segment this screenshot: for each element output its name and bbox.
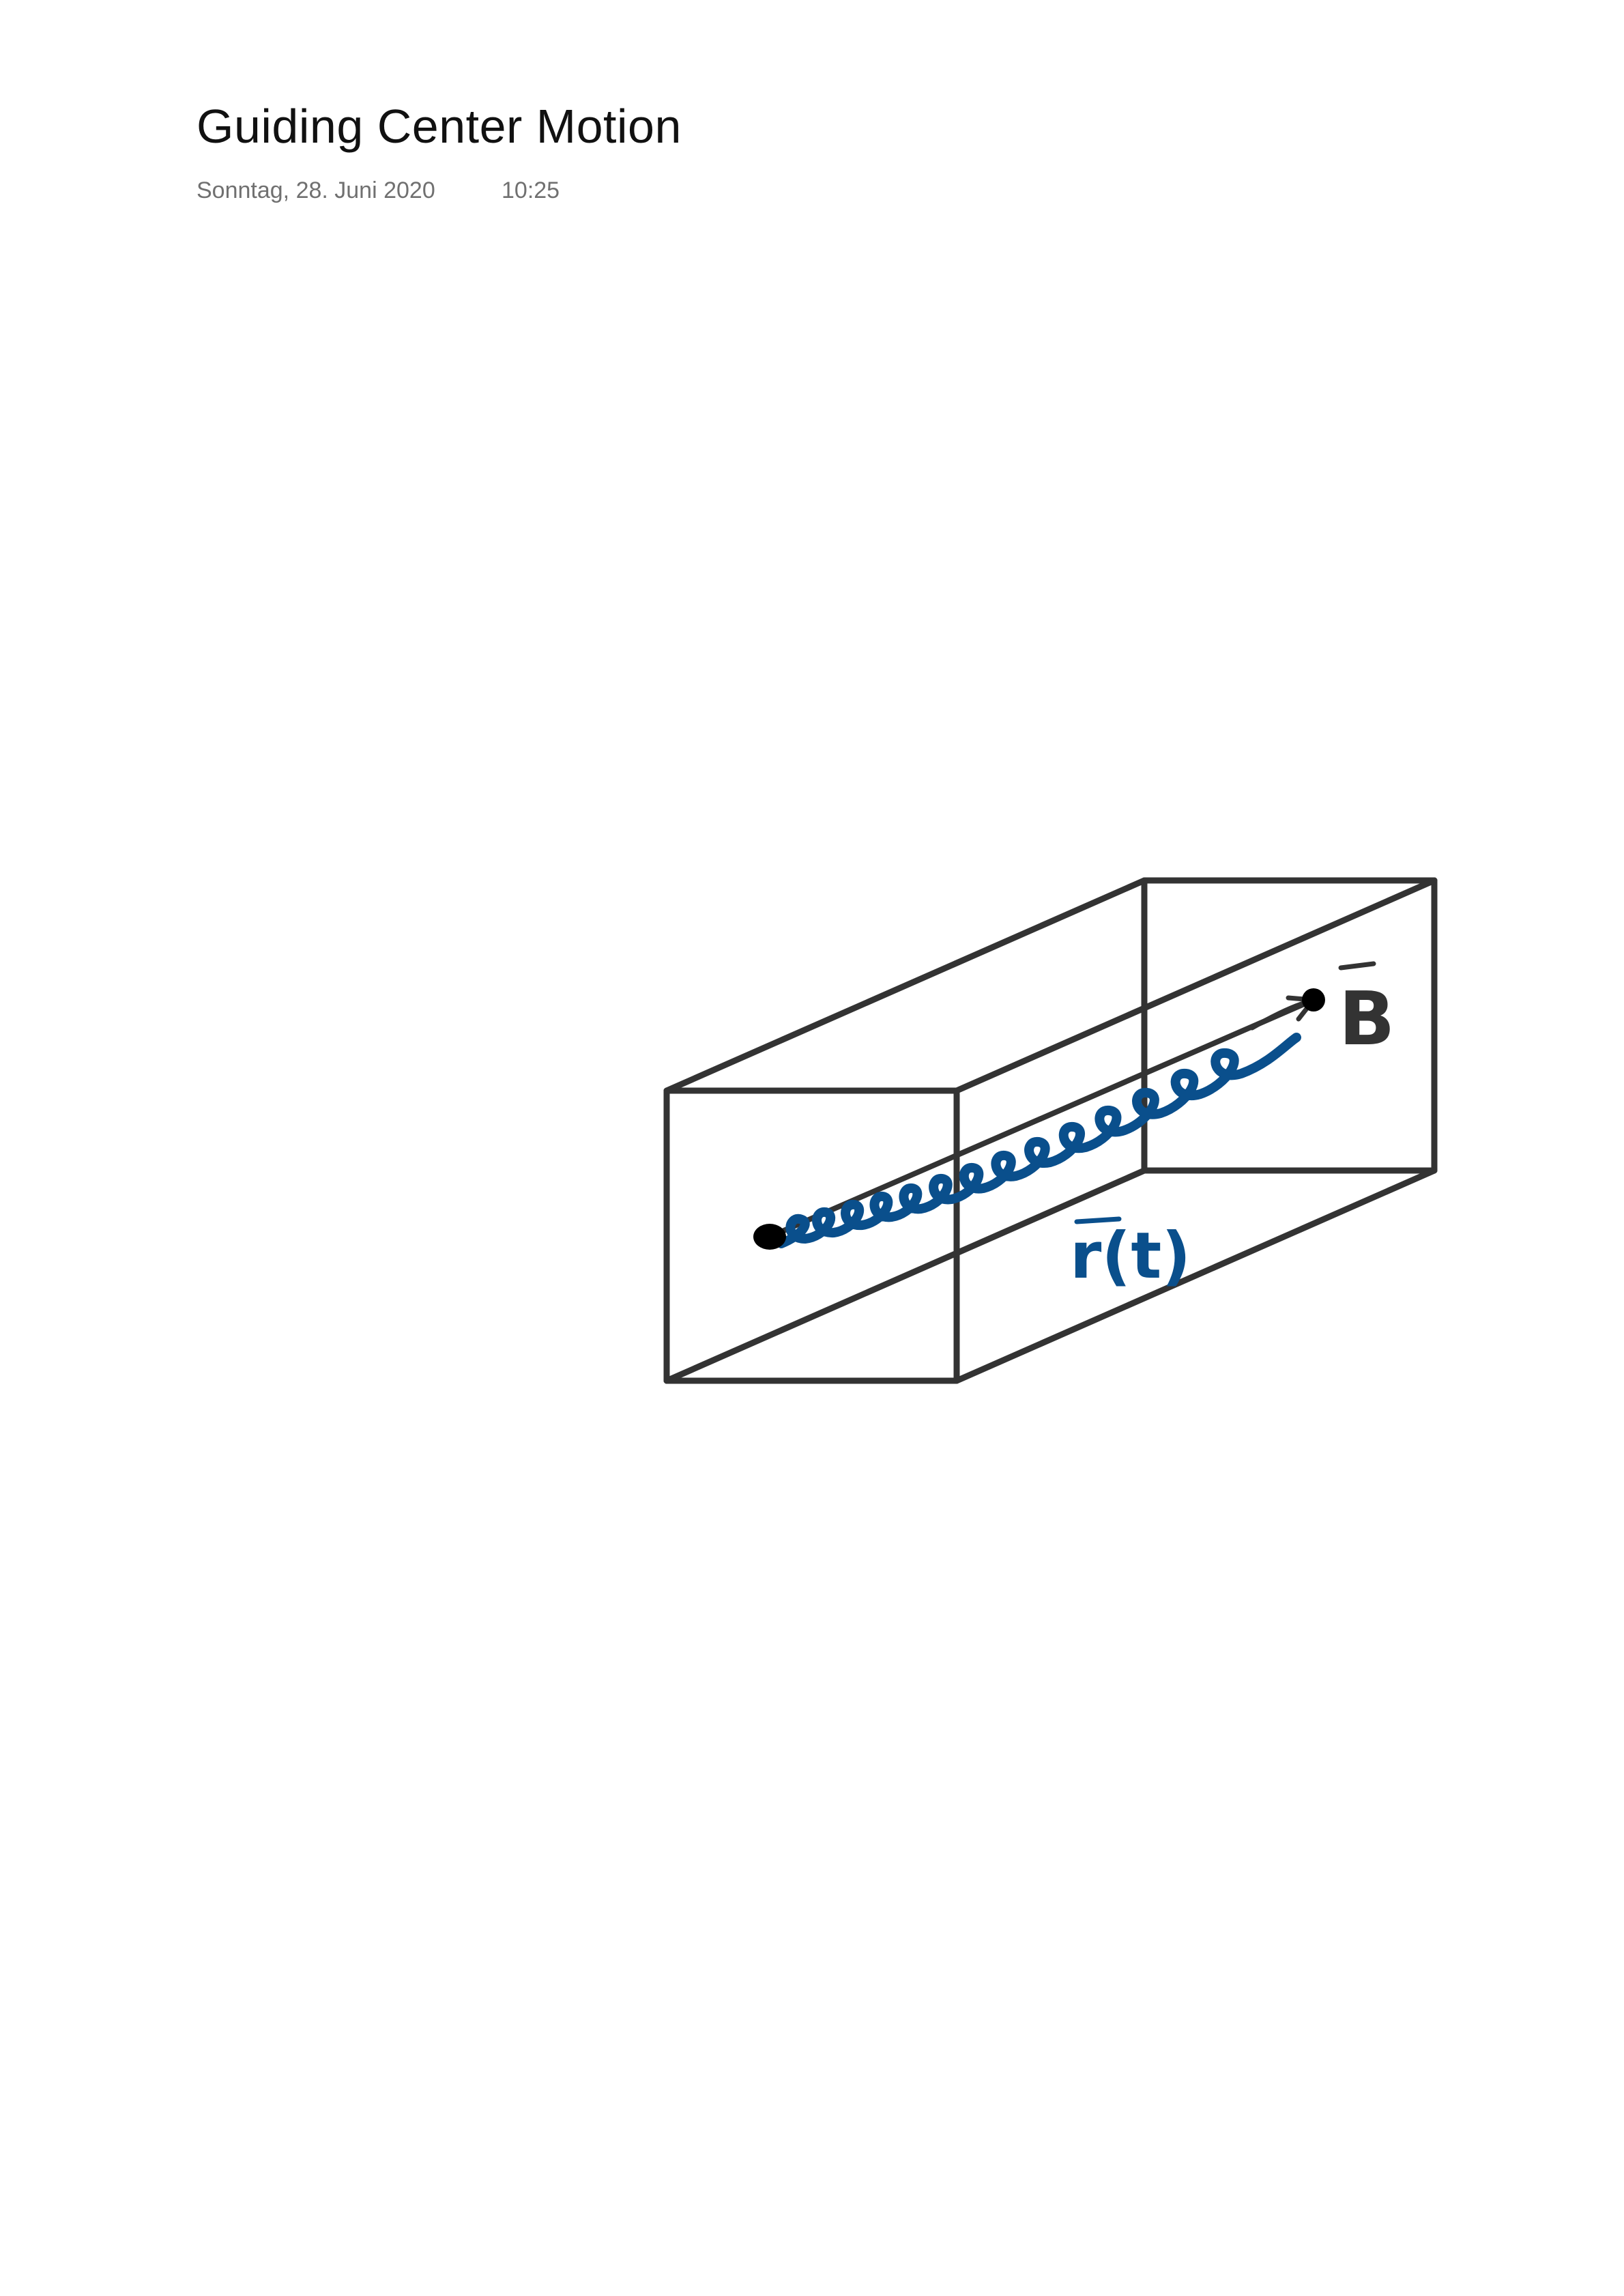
helix-trajectory [777,1033,1301,1248]
page-meta: Sonntag, 28. Juni 2020 10:25 [197,177,560,203]
box-back-face [1141,877,1438,1174]
box-front-face [663,1087,960,1384]
field-end-point [1302,988,1325,1011]
b-vector-arrow-icon [1338,961,1376,971]
box-edge-top-left [663,877,1148,1094]
r-label-text: r(t) [1070,1219,1191,1293]
page-title: Guiding Center Motion [197,100,682,153]
box-edge-top-right [953,877,1438,1094]
guiding-center-line [767,997,1316,1239]
particle-start-point [753,1224,786,1250]
box-edge-bottom-left [663,1167,1148,1384]
page-date: Sonntag, 28. Juni 2020 [197,177,435,203]
page-time: 10:25 [502,177,560,203]
b-field-label: B [1338,961,1395,1062]
box-edge-bottom-right [953,1167,1438,1384]
position-label: r(t) [1070,1216,1191,1293]
box-prism [663,877,1438,1384]
r-vector-arrow-icon [1074,1216,1122,1224]
b-label-text: B [1339,977,1395,1062]
